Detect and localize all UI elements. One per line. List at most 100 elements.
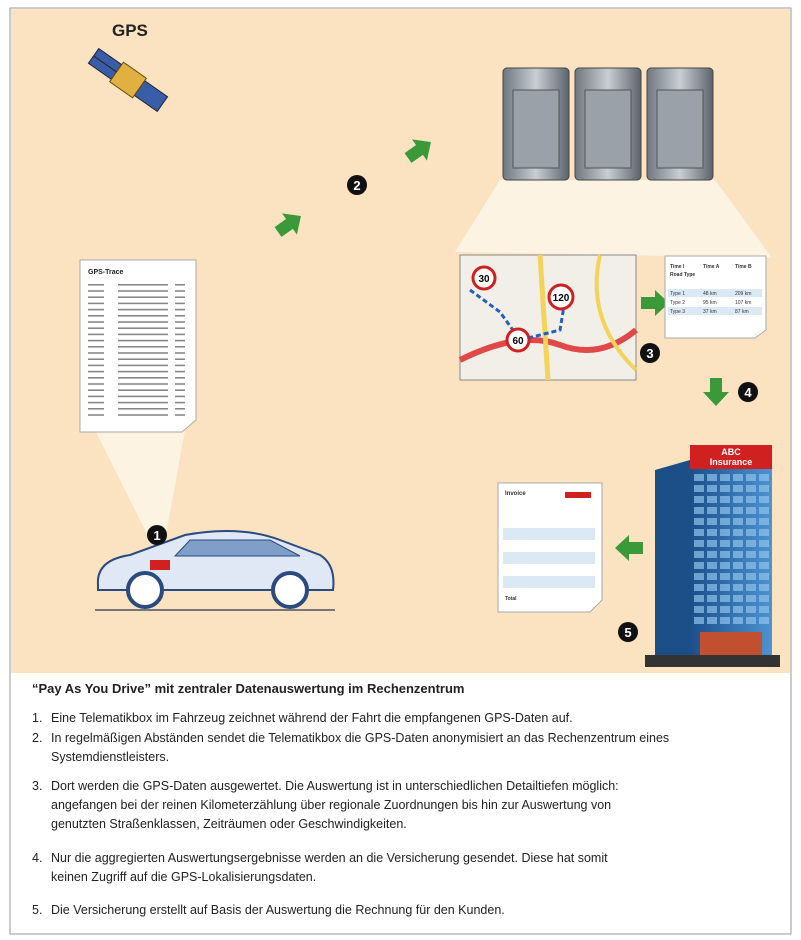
window	[759, 573, 769, 580]
invoice-logo	[565, 492, 591, 498]
trace-line	[175, 346, 185, 348]
window	[746, 595, 756, 602]
trace-line	[118, 346, 168, 348]
speed-sign	[505, 327, 531, 353]
speed-value: 30	[478, 274, 490, 285]
marker-circle	[738, 382, 758, 402]
item-number: 5.	[32, 903, 42, 917]
window	[694, 562, 704, 569]
trace-line	[118, 395, 168, 398]
window	[707, 474, 717, 481]
item-line: Dort werden die GPS-Daten ausgewertet. D…	[51, 779, 619, 793]
trace-line	[88, 414, 104, 416]
table-cell: Type 1	[670, 291, 685, 297]
trace-line	[118, 370, 168, 373]
window	[759, 562, 769, 569]
window	[694, 496, 704, 503]
trace-line	[175, 389, 185, 391]
window	[720, 496, 730, 503]
window	[733, 573, 743, 580]
window	[720, 518, 730, 525]
sign-text: Insurance	[710, 457, 753, 467]
window	[746, 562, 756, 569]
trace-line	[175, 290, 185, 292]
window	[707, 496, 717, 503]
trace-line	[118, 339, 168, 342]
item-number: 2.	[32, 731, 42, 745]
trace-line	[175, 352, 185, 354]
gps-label: GPS	[112, 21, 148, 40]
window	[746, 617, 756, 624]
trace-line	[175, 383, 185, 385]
trace-line	[175, 339, 185, 342]
table-header: Time A	[703, 264, 720, 270]
window	[733, 485, 743, 492]
trace-line	[88, 284, 104, 286]
window	[720, 551, 730, 558]
item-line: Nur die aggregierten Auswertungsergebnis…	[51, 851, 608, 865]
window	[694, 595, 704, 602]
trace-line	[118, 414, 168, 416]
trace-line	[88, 346, 104, 348]
window	[746, 518, 756, 525]
window	[733, 595, 743, 602]
table-cell: 87 km	[735, 309, 749, 315]
trace-line	[88, 389, 104, 391]
window	[733, 617, 743, 624]
window	[694, 584, 704, 591]
window	[720, 540, 730, 547]
window	[694, 529, 704, 536]
window	[733, 606, 743, 613]
trace-line	[88, 339, 104, 342]
window	[707, 507, 717, 514]
trace-line	[118, 389, 168, 391]
window	[720, 562, 730, 569]
marker-circle	[147, 525, 167, 545]
window	[759, 584, 769, 591]
window	[707, 540, 717, 547]
window	[707, 584, 717, 591]
invoice-total: Total	[505, 596, 517, 602]
trace-line	[175, 284, 185, 286]
window	[694, 518, 704, 525]
trace-line	[175, 408, 185, 410]
trace-line	[88, 302, 104, 305]
window	[759, 485, 769, 492]
trace-line	[88, 290, 104, 292]
window	[720, 485, 730, 492]
window	[746, 529, 756, 536]
trace-line	[118, 284, 168, 286]
trace-line	[118, 327, 168, 329]
window	[720, 617, 730, 624]
trace-line	[88, 364, 104, 367]
window	[707, 562, 717, 569]
table-cell: 107 km	[735, 300, 751, 306]
item-line: angefangen bei der reinen Kilometerzählu…	[51, 798, 611, 812]
trace-line	[118, 308, 168, 311]
trace-line	[88, 315, 104, 317]
trace-line	[88, 333, 104, 336]
window	[759, 595, 769, 602]
sign-text: ABC	[721, 447, 741, 457]
speed-sign	[471, 265, 497, 291]
trace-line	[118, 302, 168, 305]
trace-line	[118, 321, 168, 323]
marker-circle	[640, 343, 660, 363]
trace-line	[88, 401, 104, 404]
trace-line	[175, 321, 185, 323]
table-cell: 95 km	[703, 300, 717, 306]
light-cone	[455, 180, 772, 258]
trace-line	[175, 327, 185, 329]
window	[733, 529, 743, 536]
item-number: 1.	[32, 711, 42, 725]
window	[707, 617, 717, 624]
invoice-title: Invoice	[505, 491, 526, 497]
trace-line	[88, 358, 104, 360]
item-number: 4.	[32, 851, 42, 865]
trace-line	[88, 296, 104, 298]
window	[694, 474, 704, 481]
window	[707, 485, 717, 492]
trace-line	[118, 352, 168, 354]
trace-line	[118, 364, 168, 367]
